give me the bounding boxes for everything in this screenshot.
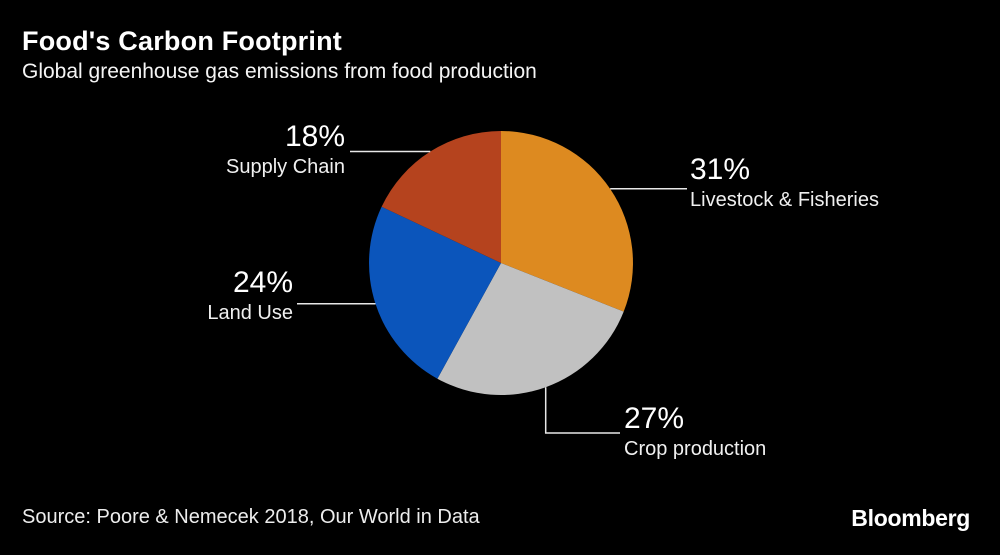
- slice-label-land-use: 24% Land Use: [0, 266, 293, 326]
- chart-subtitle: Global greenhouse gas emissions from foo…: [22, 60, 537, 83]
- leader-line-crop-production: [544, 387, 620, 434]
- slice-name: Land Use: [207, 302, 293, 324]
- source-text: Source: Poore & Nemecek 2018, Our World …: [22, 506, 480, 528]
- slice-name: Supply Chain: [226, 156, 345, 178]
- bloomberg-logo: Bloomberg: [851, 505, 970, 531]
- pie-slice-livestock-fisheries: [501, 131, 633, 312]
- slice-percent: 24%: [232, 266, 293, 299]
- slice-name: Crop production: [624, 438, 767, 460]
- slice-percent: 18%: [284, 120, 345, 153]
- pie-slice-land-use: [369, 206, 501, 379]
- chart-title: Food's Carbon Footprint: [22, 26, 342, 56]
- slice-label-supply-chain: 18% Supply Chain: [0, 120, 345, 180]
- slice-label-livestock-fisheries: 31% Livestock & Fisheries: [690, 153, 879, 213]
- slice-percent: 27%: [624, 402, 685, 435]
- slice-name: Livestock & Fisheries: [690, 189, 879, 211]
- pie-slice-supply-chain: [381, 131, 501, 263]
- slice-percent: 31%: [690, 153, 751, 186]
- pie-slice-crop-production: [437, 263, 624, 396]
- slice-label-crop-production: 27% Crop production: [624, 402, 766, 462]
